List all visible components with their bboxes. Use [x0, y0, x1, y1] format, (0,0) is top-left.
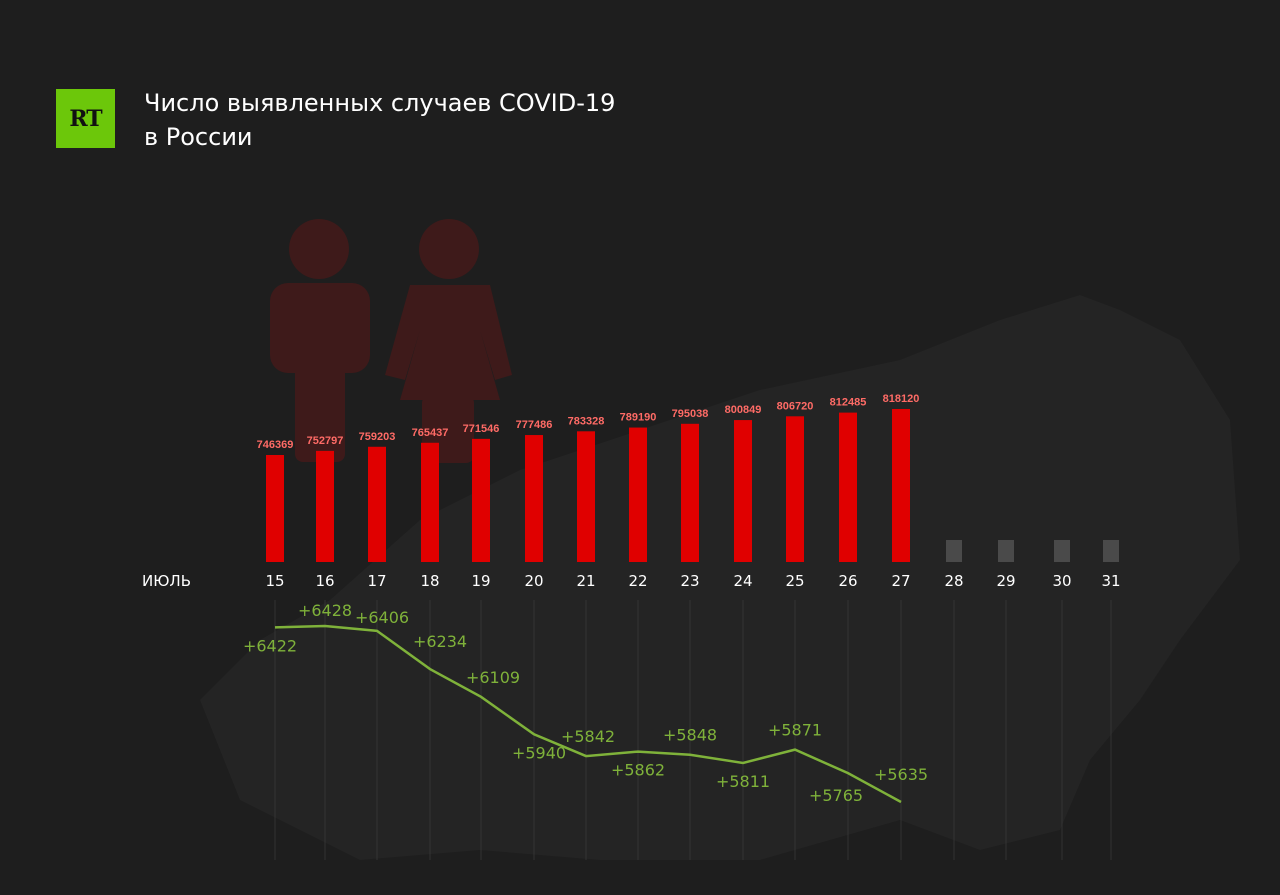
day-label: 22: [628, 572, 647, 590]
future-bar: [1103, 540, 1119, 562]
bar: [525, 435, 543, 562]
day-label: 24: [733, 572, 752, 590]
day-label: 25: [785, 572, 804, 590]
bars: 746369 752797 759203 765437 771546 777486 7833…: [257, 393, 1119, 562]
bar: [316, 450, 334, 562]
bar: [266, 455, 284, 562]
day-label: 19: [471, 572, 490, 590]
bar-value-label: 812485: [830, 397, 867, 409]
bar: [839, 412, 857, 562]
day-label: 15: [265, 572, 284, 590]
bar-value-label: 783328: [568, 415, 605, 427]
day-label: 16: [315, 572, 334, 590]
line-value-label: +6109: [466, 668, 520, 687]
line-value-label: +5635: [874, 765, 928, 784]
gridlines: [274, 600, 1112, 860]
bar-value-label: 795038: [672, 408, 709, 420]
line-value-label: +5848: [663, 726, 717, 745]
bar: [734, 420, 752, 562]
line-value-label: +5765: [809, 786, 863, 805]
line-value-label: +5871: [768, 721, 822, 740]
bar: [629, 427, 647, 562]
bar-value-label: 777486: [516, 419, 553, 431]
bar-value-label: 818120: [883, 393, 920, 405]
bar: [681, 423, 699, 562]
logo-text: RT: [69, 105, 102, 132]
line-series: +6422+6428 +6406+6234 +6109 +5940+5842 +5862…: [243, 601, 928, 805]
future-bar: [998, 540, 1014, 562]
map-background: [200, 295, 1240, 860]
man-silhouette: [270, 219, 370, 462]
rt-logo: RT: [56, 89, 115, 148]
line-value-label: +5842: [561, 727, 615, 746]
bar-value-label: 789190: [620, 412, 657, 424]
day-label: 17: [367, 572, 386, 590]
month-label: ИЮЛЬ: [142, 572, 191, 590]
bar-value-label: 771546: [463, 423, 500, 435]
line-value-label: +6234: [413, 632, 467, 651]
future-bar: [946, 540, 962, 562]
bar-value-label: 765437: [412, 427, 449, 439]
bar: [368, 446, 386, 562]
line-value-label: +5940: [512, 743, 566, 762]
day-label: 26: [838, 572, 857, 590]
day-label: 29: [996, 572, 1015, 590]
bar-value-label: 759203: [359, 431, 396, 443]
line-value-label: +5811: [716, 772, 770, 791]
line-value-label: +5862: [611, 761, 665, 780]
bar: [786, 416, 804, 562]
bar: [577, 431, 595, 562]
bar-value-label: 752797: [307, 435, 344, 447]
bar: [421, 442, 439, 562]
bar: [892, 409, 910, 562]
day-label: 20: [524, 572, 543, 590]
future-bar: [1054, 540, 1070, 562]
day-label: 27: [891, 572, 910, 590]
bar: [472, 438, 490, 562]
chart-title: Число выявленных случаев COVID-19 в Росс…: [144, 89, 616, 151]
day-label: 30: [1052, 572, 1071, 590]
day-label: 28: [944, 572, 963, 590]
bar-value-label: 746369: [257, 439, 294, 451]
day-label: 23: [680, 572, 699, 590]
day-label: 18: [420, 572, 439, 590]
line-value-label: +6422: [243, 636, 297, 655]
line-path: [274, 624, 902, 804]
day-label: 21: [576, 572, 595, 590]
day-labels: ИЮЛЬ 15 16 17 18 19 20 21 22 23 24 25 26 27 28 29 30 31: [142, 572, 1121, 590]
bar-value-label: 800849: [725, 404, 762, 416]
day-label: 31: [1101, 572, 1120, 590]
line-value-label: +6428: [298, 601, 352, 620]
line-value-label: +6406: [355, 608, 409, 627]
bar-value-label: 806720: [777, 400, 814, 412]
